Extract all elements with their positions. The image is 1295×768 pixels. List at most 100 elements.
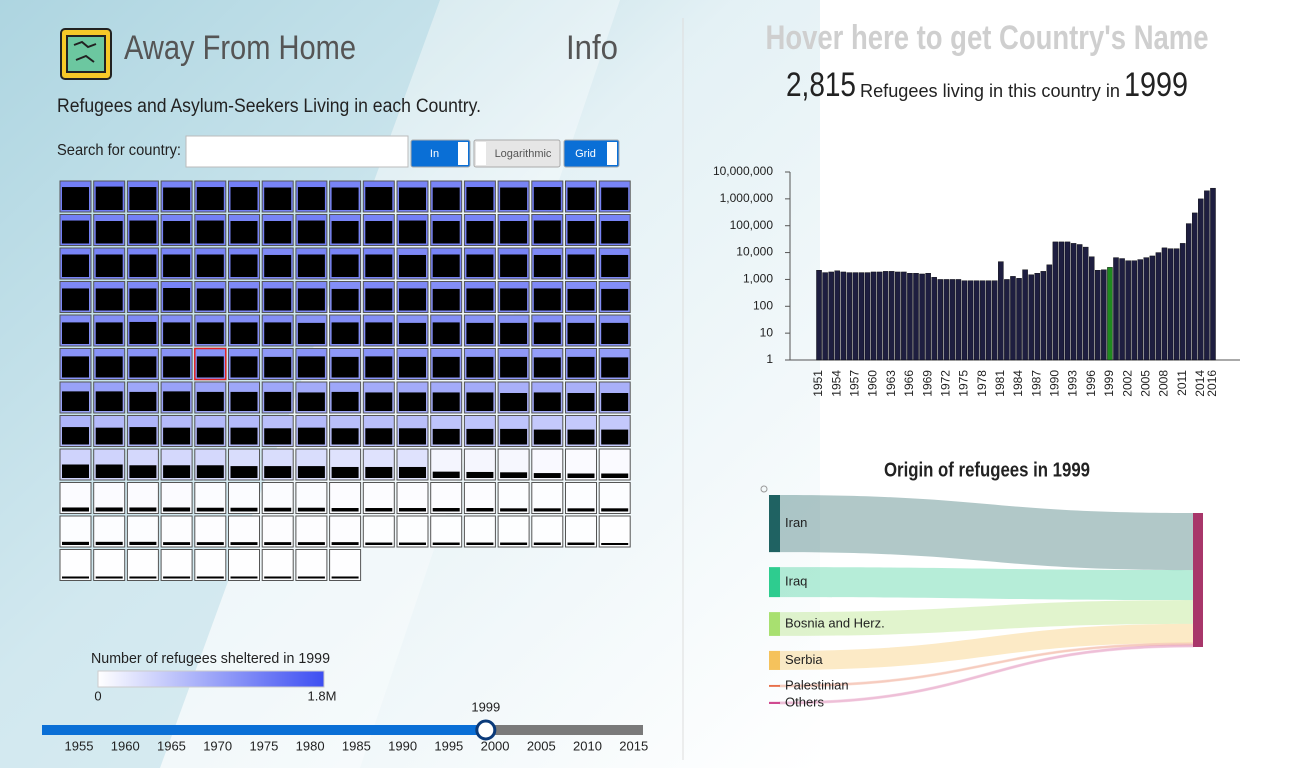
tile-sparkline [601,322,629,344]
tile-sparkline [230,221,258,244]
info-link[interactable]: Info [566,29,618,67]
country-tile[interactable] [93,549,126,581]
tile-sparkline [196,187,224,210]
slider-fill [42,725,486,735]
bar [973,280,980,361]
country-tile[interactable] [329,549,362,581]
country-tile[interactable] [261,549,294,581]
slider-handle[interactable] [475,719,497,741]
x-tick-label: 1972 [938,370,952,397]
tile-sparkline [129,187,157,210]
country-tile[interactable] [396,515,429,548]
tile-sparkline [62,507,89,512]
country-tile[interactable] [463,515,496,548]
tile-sparkline [230,507,258,512]
sankey-source-node [769,650,780,670]
bar [1095,270,1101,361]
x-tick-label: 1960 [866,370,880,397]
country-tile[interactable] [497,515,530,548]
tile-sparkline [230,254,258,277]
country-tile[interactable] [160,515,193,548]
tile-sparkline [129,576,157,579]
sankey-link [780,600,1193,636]
country-tile[interactable] [194,515,227,548]
country-tile[interactable] [295,515,328,548]
bar [1192,212,1198,361]
country-tile[interactable] [531,515,564,548]
slider-tick-label: 1990 [388,738,417,753]
toggle-label: Logarithmic [495,148,552,160]
tile-sparkline [129,288,157,311]
y-tick-label: 1,000 [743,272,773,286]
search-input[interactable] [185,135,409,168]
country-tile[interactable] [329,515,362,548]
hover-hint[interactable]: Hover here to get Country's Name [766,19,1209,57]
tile-sparkline [196,507,224,512]
legend-title: Number of refugees sheltered in 1999 [91,650,330,667]
sankey-source-label: Iraq [785,574,807,589]
country-tile[interactable] [228,549,260,581]
country-tile[interactable] [430,515,463,548]
tile-sparkline [601,288,629,311]
bar [1113,257,1119,361]
tile-sparkline [129,391,157,411]
tile-sparkline [500,472,528,478]
tile-sparkline [533,254,561,277]
tile-sparkline [399,254,426,277]
tile-sparkline [567,473,595,478]
bar [1046,264,1053,361]
tile-sparkline [196,322,224,344]
tile-sparkline [62,391,89,411]
tile-sparkline [331,391,359,411]
bar [1022,269,1028,361]
tile-sparkline [95,541,123,545]
x-tick-label: 2002 [1120,370,1134,397]
sankey-target-node [1193,513,1203,647]
country-tile[interactable] [565,515,597,548]
tile-sparkline [196,391,224,411]
tile-sparkline [264,187,292,210]
bar [1125,260,1131,361]
country-tile[interactable] [295,549,328,581]
country-tile[interactable] [160,549,193,581]
toggle[interactable] [563,139,620,168]
slider-tick-label: 1995 [434,738,463,753]
tile-sparkline [62,427,89,445]
toggle[interactable] [410,139,471,168]
bar [1131,260,1137,361]
country-tile[interactable] [228,515,260,548]
country-tile[interactable] [362,515,395,548]
y-tick-label: 10 [760,325,774,339]
country-tile[interactable] [194,549,227,581]
country-tile[interactable] [598,515,631,548]
tile-sparkline [95,288,123,311]
sankey-source-label: Bosnia and Herz. [785,615,885,630]
bar [1070,243,1077,361]
tile-sparkline [95,507,123,512]
x-tick-label: 1996 [1084,370,1098,397]
tile-sparkline [365,187,393,210]
tile-sparkline [230,427,258,445]
country-tile[interactable] [261,515,294,548]
toggle-label: In [430,148,439,160]
country-tile[interactable] [59,549,92,581]
tile-sparkline [95,464,123,478]
toggle[interactable] [473,139,561,168]
tile-sparkline [62,356,89,378]
tile-sparkline [129,254,157,277]
tile-sparkline [466,356,494,378]
country-tile[interactable] [126,549,159,581]
tile-sparkline [601,473,629,478]
bar [985,280,992,361]
tile-sparkline [601,254,629,277]
tile-sparkline [331,221,359,244]
tile-sparkline [163,356,191,378]
tile-sparkline [331,356,359,378]
x-tick-label: 1966 [902,370,916,397]
tile-sparkline [533,473,561,478]
tile-sparkline [399,428,426,445]
tile-sparkline [399,356,426,378]
tile-sparkline [365,428,393,445]
bar [1143,257,1150,361]
